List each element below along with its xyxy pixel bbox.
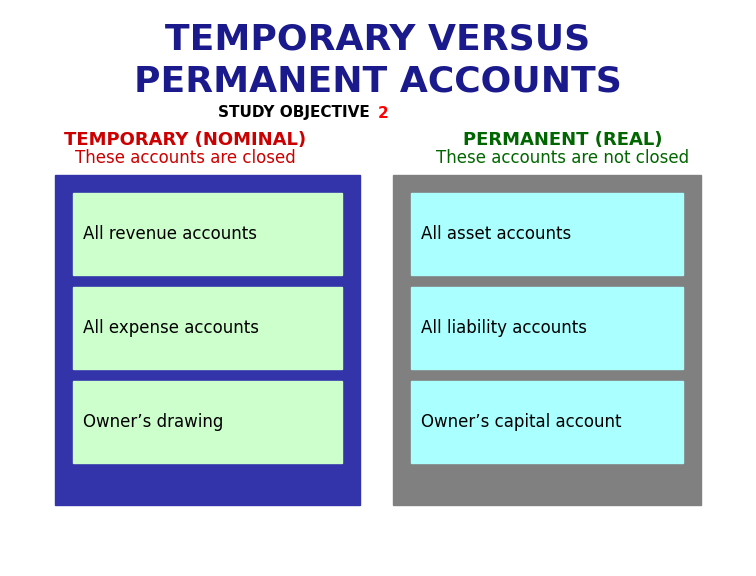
- Text: TEMPORARY VERSUS: TEMPORARY VERSUS: [166, 23, 590, 57]
- FancyBboxPatch shape: [73, 287, 342, 369]
- Text: Owner’s drawing: Owner’s drawing: [83, 413, 223, 431]
- Text: All expense accounts: All expense accounts: [83, 319, 259, 337]
- Text: PERMANENT ACCOUNTS: PERMANENT ACCOUNTS: [134, 65, 622, 99]
- Text: These accounts are not closed: These accounts are not closed: [436, 149, 689, 167]
- Text: PERMANENT (REAL): PERMANENT (REAL): [463, 131, 663, 149]
- Text: These accounts are closed: These accounts are closed: [75, 149, 296, 167]
- FancyBboxPatch shape: [73, 381, 342, 463]
- Text: All revenue accounts: All revenue accounts: [83, 225, 257, 243]
- FancyBboxPatch shape: [411, 381, 683, 463]
- FancyBboxPatch shape: [55, 175, 360, 505]
- Text: 2: 2: [378, 105, 389, 120]
- FancyBboxPatch shape: [411, 193, 683, 275]
- FancyBboxPatch shape: [411, 287, 683, 369]
- FancyBboxPatch shape: [73, 193, 342, 275]
- Text: Owner’s capital account: Owner’s capital account: [421, 413, 621, 431]
- Text: TEMPORARY (NOMINAL): TEMPORARY (NOMINAL): [64, 131, 306, 149]
- Text: STUDY OBJECTIVE: STUDY OBJECTIVE: [218, 105, 375, 120]
- FancyBboxPatch shape: [393, 175, 701, 505]
- Text: All liability accounts: All liability accounts: [421, 319, 587, 337]
- Text: All asset accounts: All asset accounts: [421, 225, 572, 243]
